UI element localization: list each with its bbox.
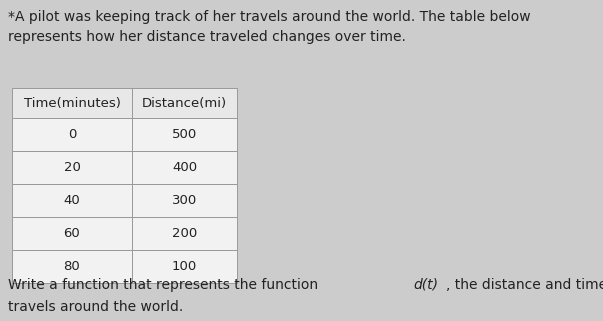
Bar [132,88,237,118]
Text: Distance(mi): Distance(mi) [142,97,227,109]
Text: 60: 60 [64,227,80,240]
Text: 400: 400 [172,161,197,174]
Text: 100: 100 [172,260,197,273]
Text: 500: 500 [172,128,197,141]
Bar [12,151,132,184]
Text: , the distance and time of: , the distance and time of [446,278,603,292]
Bar [132,250,237,283]
Text: 80: 80 [64,260,80,273]
Text: travels around the world.: travels around the world. [8,300,183,314]
Text: 40: 40 [64,194,80,207]
Text: represents how her distance traveled changes over time.: represents how her distance traveled cha… [8,30,406,44]
Text: 300: 300 [172,194,197,207]
Bar [12,88,132,118]
Text: 20: 20 [63,161,80,174]
Bar [132,217,237,250]
Text: Write a function that represents the function: Write a function that represents the fun… [8,278,323,292]
Bar [12,184,132,217]
Text: 200: 200 [172,227,197,240]
Bar [12,217,132,250]
Text: *A pilot was keeping track of her travels around the world. The table below: *A pilot was keeping track of her travel… [8,10,531,24]
Text: 0: 0 [68,128,76,141]
Bar [132,151,237,184]
Text: Time(minutes): Time(minutes) [24,97,121,109]
Bar [132,184,237,217]
Bar [132,118,237,151]
Text: d(t): d(t) [414,278,439,292]
Bar [12,118,132,151]
Bar [12,250,132,283]
